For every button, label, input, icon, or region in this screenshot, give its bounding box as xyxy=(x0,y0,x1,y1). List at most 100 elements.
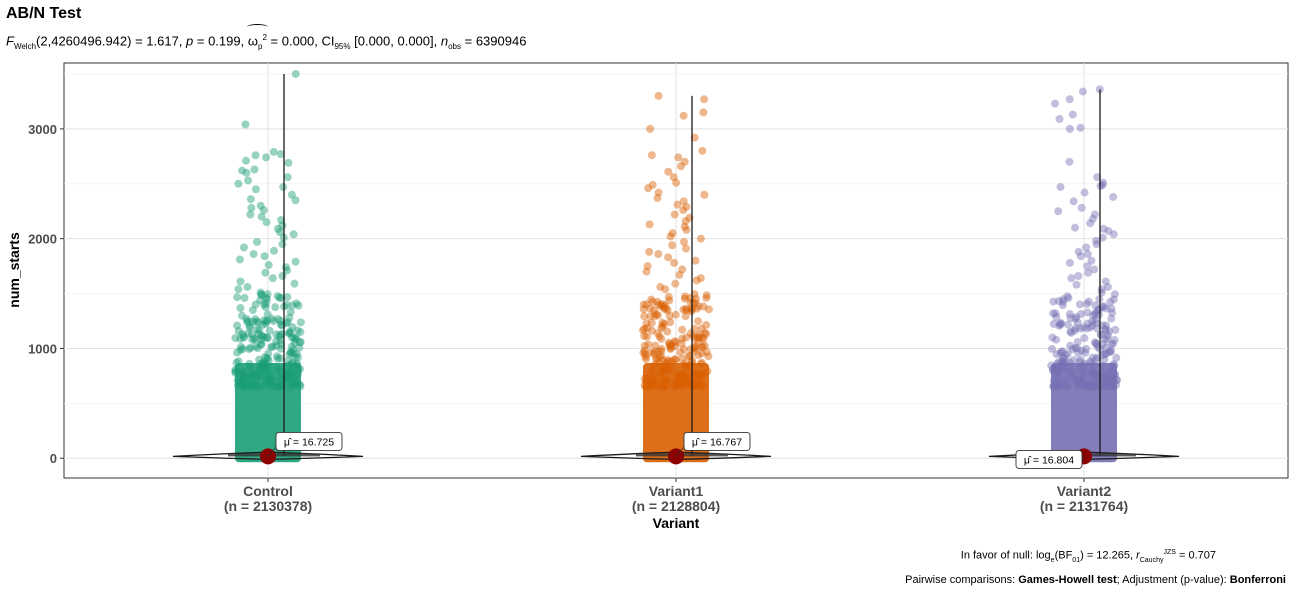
x-tick-n-label: (n = 2131764) xyxy=(1040,498,1128,514)
category-variant2-point xyxy=(1088,353,1097,362)
category-variant1-point xyxy=(646,312,655,321)
category-variant2-point xyxy=(1078,361,1087,370)
r-superscript: JZS xyxy=(1163,549,1176,556)
category-variant1-point xyxy=(639,305,648,314)
category-variant1-point xyxy=(702,291,711,300)
category-control-outlier-point xyxy=(242,168,251,177)
category-control-outlier-point xyxy=(250,165,259,174)
category-variant1-point xyxy=(680,370,689,379)
category-variant2-point xyxy=(1099,369,1108,378)
category-variant2-point xyxy=(1097,330,1106,339)
category-variant2-point xyxy=(1062,374,1071,383)
category-variant2-outlier-point xyxy=(1080,188,1089,197)
category-variant1-outlier-point xyxy=(673,200,682,209)
category-variant2-point xyxy=(1106,374,1115,383)
category-variant1-point xyxy=(655,359,664,368)
category-variant2-point xyxy=(1094,382,1103,391)
category-control-point xyxy=(239,380,248,389)
category-variant2-point xyxy=(1068,370,1077,379)
category-variant1-point xyxy=(661,364,670,373)
category-control-point xyxy=(262,360,271,369)
category-control-outlier-point xyxy=(240,293,249,302)
category-control-point xyxy=(243,373,252,382)
category-control-point xyxy=(251,315,260,324)
category-control-outlier-point xyxy=(256,296,265,305)
category-variant1-point xyxy=(651,360,660,369)
category-control-point xyxy=(262,374,271,383)
category-control-point xyxy=(245,359,254,368)
category-control-point xyxy=(296,382,305,391)
category-control-point xyxy=(289,380,298,389)
category-variant1-point xyxy=(691,299,700,308)
category-variant1-point xyxy=(652,310,661,319)
category-variant2-outlier-point xyxy=(1054,207,1063,216)
category-control-point xyxy=(262,316,271,325)
category-variant1-point xyxy=(680,294,689,303)
category-variant1-point xyxy=(654,300,663,309)
pair-prefix: Pairwise comparisons: xyxy=(905,574,1019,586)
category-variant1-point xyxy=(695,334,704,343)
category-variant1-point xyxy=(684,352,693,361)
category-control-point xyxy=(251,342,260,351)
category-variant1-outlier-point xyxy=(680,157,689,166)
category-variant1-point xyxy=(649,349,658,358)
category-control-point xyxy=(296,338,305,347)
category-variant1-outlier-point xyxy=(700,95,709,104)
category-variant1-point xyxy=(692,342,701,351)
category-variant1-point xyxy=(666,342,675,351)
category-variant2-outlier-point xyxy=(1092,240,1101,249)
category-variant2-point xyxy=(1075,379,1084,388)
category-variant1-point xyxy=(647,381,656,390)
category-variant1-outlier-point xyxy=(654,188,663,197)
category-control-point xyxy=(248,306,257,315)
category-variant1-point xyxy=(682,306,691,315)
category-control-point xyxy=(233,293,242,302)
category-variant2-point xyxy=(1093,324,1102,333)
category-variant2-point xyxy=(1075,363,1084,372)
bf-subscript: 01 xyxy=(1072,556,1081,564)
category-variant1-outlier-point xyxy=(696,234,705,243)
category-control-outlier-point xyxy=(269,246,278,255)
chart-subtitle: FWelch(2,4260496.942) = 1.617, p = 0.199… xyxy=(6,24,526,51)
category-control-outlier-point xyxy=(257,290,266,299)
category-variant2-point xyxy=(1082,382,1091,391)
category-variant2-point xyxy=(1054,365,1063,374)
category-control-outlier-point xyxy=(277,215,286,224)
category-variant1-point xyxy=(682,333,691,342)
category-control-point xyxy=(255,370,264,379)
category-variant1-point xyxy=(641,352,650,361)
category-variant2-point xyxy=(1063,382,1072,391)
category-variant2-outlier-point xyxy=(1065,157,1074,166)
category-control-point xyxy=(272,337,281,346)
category-variant1-point xyxy=(694,302,703,311)
category-variant1-point xyxy=(671,342,680,351)
category-control-point xyxy=(246,343,255,352)
chart-marks: μ̂ = 16.725 μ̂ = 16.767 μ̂ = 16.804 xyxy=(172,69,1180,469)
category-variant2-point xyxy=(1056,349,1065,358)
category-variant2-point xyxy=(1059,358,1068,367)
category-variant1-outlier-point xyxy=(699,108,708,117)
category-variant1-outlier-point xyxy=(654,250,663,259)
ci-subscript: 95% xyxy=(334,41,351,51)
category-variant2-point xyxy=(1058,301,1067,310)
category-variant1-point xyxy=(665,311,674,320)
category-variant1-point xyxy=(697,381,706,390)
category-variant2-point xyxy=(1061,351,1070,360)
category-variant2-point xyxy=(1076,310,1085,319)
category-variant2-point xyxy=(1066,341,1075,350)
category-variant2-point xyxy=(1083,319,1092,328)
y-axis-label: num_starts xyxy=(6,232,22,308)
category-variant1-point xyxy=(676,381,685,390)
category-control-point xyxy=(239,333,248,342)
category-variant2-point xyxy=(1107,314,1116,323)
category-variant2-point xyxy=(1098,373,1107,382)
category-variant1-point xyxy=(657,323,666,332)
category-control-point xyxy=(255,359,264,368)
category-variant2-point xyxy=(1063,292,1072,301)
category-variant2-point xyxy=(1091,319,1100,328)
category-variant2-point xyxy=(1091,301,1100,310)
category-variant2-outlier-point xyxy=(1109,230,1118,239)
category-variant2-point xyxy=(1064,363,1073,372)
category-variant2-point xyxy=(1074,379,1083,388)
category-variant1-point xyxy=(667,378,676,387)
